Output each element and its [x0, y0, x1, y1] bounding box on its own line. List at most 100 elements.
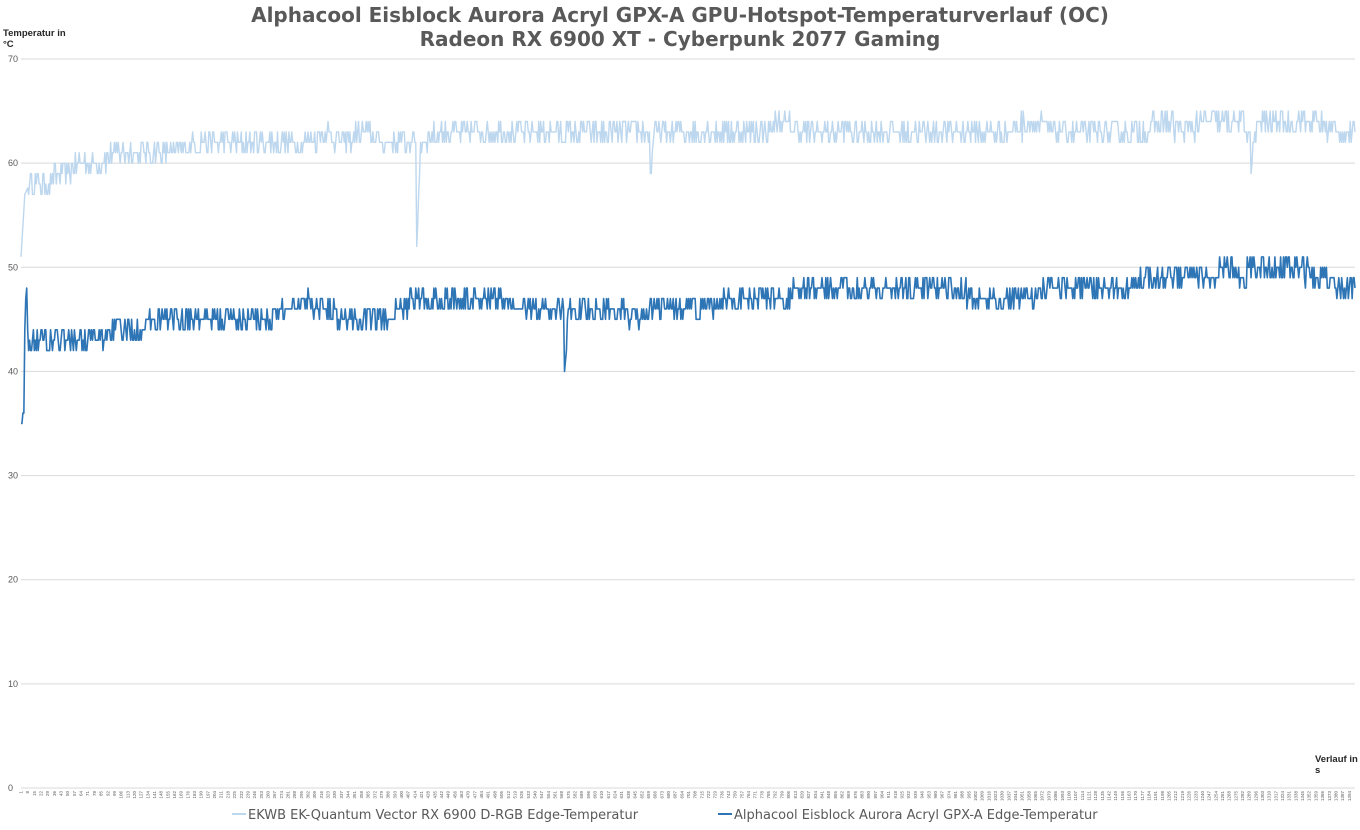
x-tick-label-540: 540	[532, 791, 537, 799]
x-tick-label-309: 309	[312, 791, 317, 799]
x-tick-label-337: 337	[339, 791, 344, 799]
x-tick-label-1338: 1338	[1293, 791, 1298, 802]
x-tick-label-743: 743	[726, 791, 731, 799]
x-tick-label-1086: 1086	[1053, 791, 1058, 802]
legend-swatch-alphacool	[718, 812, 732, 815]
x-tick-label-596: 596	[586, 791, 591, 799]
x-tick-label-64: 64	[79, 791, 84, 797]
x-tick-label-211: 211	[219, 791, 224, 799]
x-tick-label-176: 176	[185, 791, 190, 799]
x-tick-label-225: 225	[232, 791, 237, 799]
x-tick-label-260: 260	[265, 791, 270, 799]
x-tick-label-1: 1	[19, 791, 24, 794]
x-tick-label-869: 869	[846, 791, 851, 799]
x-tick-label-1261: 1261	[1220, 791, 1225, 802]
x-tick-label-904: 904	[880, 791, 885, 799]
x-tick-label-71: 71	[85, 791, 90, 797]
x-tick-label-603: 603	[593, 791, 598, 799]
x-tick-label-624: 624	[613, 791, 618, 799]
x-tick-label-134: 134	[145, 791, 150, 799]
x-tick-label-701: 701	[686, 791, 691, 799]
x-tick-label-1394: 1394	[1347, 791, 1352, 802]
x-tick-label-995: 995	[966, 791, 971, 799]
x-tick-label-680: 680	[666, 791, 671, 799]
x-tick-label-512: 512	[506, 791, 511, 799]
x-tick-label-407: 407	[406, 791, 411, 799]
x-tick-label-281: 281	[285, 791, 290, 799]
x-tick-label-113: 113	[125, 791, 130, 799]
x-tick-label-715: 715	[699, 791, 704, 799]
series-line-ekwb	[20, 110, 1356, 257]
x-tick-label-78: 78	[92, 791, 97, 797]
x-tick-label-890: 890	[866, 791, 871, 799]
x-tick-label-379: 379	[379, 791, 384, 799]
x-tick-label-848: 848	[826, 791, 831, 799]
x-tick-label-106: 106	[119, 791, 124, 799]
x-tick-label-1268: 1268	[1227, 791, 1232, 802]
x-tick-label-1016: 1016	[986, 791, 991, 802]
x-tick-label-1107: 1107	[1073, 791, 1078, 801]
x-tick-label-267: 267	[272, 791, 277, 799]
x-tick-label-218: 218	[225, 791, 230, 799]
x-tick-label-631: 631	[619, 791, 624, 799]
x-tick-label-526: 526	[519, 791, 524, 799]
x-tick-label-1170: 1170	[1133, 791, 1138, 801]
x-tick-label-43: 43	[59, 791, 64, 797]
x-tick-label-22: 22	[39, 791, 44, 797]
x-tick-label-463: 463	[459, 791, 464, 799]
x-tick-label-1240: 1240	[1200, 791, 1205, 802]
x-tick-label-1177: 1177	[1140, 791, 1145, 801]
x-tick-label-190: 190	[199, 791, 204, 799]
x-tick-label-1072: 1072	[1040, 791, 1045, 802]
x-tick-label-666: 666	[653, 791, 658, 799]
x-tick-label-729: 729	[713, 791, 718, 799]
x-tick-label-897: 897	[873, 791, 878, 799]
legend-swatch-ekwb	[232, 812, 246, 815]
y-tick-label-10: 10	[8, 679, 18, 689]
x-tick-label-708: 708	[693, 791, 698, 799]
x-tick-label-911: 911	[886, 791, 891, 799]
x-tick-label-204: 204	[212, 791, 217, 799]
y-tick-label-50: 50	[8, 262, 18, 272]
x-tick-label-162: 162	[172, 791, 177, 799]
x-tick-label-505: 505	[499, 791, 504, 799]
x-tick-label-918: 918	[893, 791, 898, 799]
x-tick-label-442: 442	[439, 791, 444, 799]
x-tick-label-127: 127	[139, 791, 144, 799]
x-tick-label-1009: 1009	[980, 791, 985, 802]
x-tick-label-1079: 1079	[1046, 791, 1051, 802]
x-tick-label-365: 365	[366, 791, 371, 799]
x-tick-label-302: 302	[306, 791, 311, 799]
x-tick-label-120: 120	[132, 791, 137, 799]
y-tick-label-60: 60	[8, 158, 18, 168]
x-tick-label-477: 477	[472, 791, 477, 799]
x-tick-label-645: 645	[633, 791, 638, 799]
chart-subtitle: Radeon RX 6900 XT - Cyberpunk 2077 Gamin…	[419, 27, 941, 51]
x-tick-label-652: 652	[639, 791, 644, 799]
x-tick-label-85: 85	[99, 791, 104, 797]
x-tick-label-673: 673	[659, 791, 664, 799]
x-tick-label-1093: 1093	[1060, 791, 1065, 802]
x-tick-label-428: 428	[426, 791, 431, 799]
x-tick-label-855: 855	[833, 791, 838, 799]
x-tick-label-1387: 1387	[1340, 791, 1345, 802]
x-tick-label-925: 925	[900, 791, 905, 799]
x-tick-label-246: 246	[252, 791, 257, 799]
x-tick-label-1121: 1121	[1086, 791, 1091, 801]
x-tick-label-981: 981	[953, 791, 958, 799]
y-axis-title: Temperatur in °C	[3, 28, 66, 50]
x-tick-label-1219: 1219	[1180, 791, 1185, 802]
x-tick-label-351: 351	[352, 791, 357, 799]
x-tick-label-316: 316	[319, 791, 324, 799]
y-tick-label-70: 70	[8, 54, 18, 64]
x-tick-label-694: 694	[679, 791, 684, 799]
x-tick-label-1023: 1023	[993, 791, 998, 802]
x-tick-label-1205: 1205	[1167, 791, 1172, 802]
x-tick-label-771: 771	[753, 791, 758, 799]
x-tick-label-1303: 1303	[1260, 791, 1265, 802]
legend-label-alphacool: Alphacool Eisblock Aurora Acryl GPX-A Ed…	[734, 808, 1098, 823]
x-tick-label-967: 967	[940, 791, 945, 799]
x-tick-label-988: 988	[960, 791, 965, 799]
x-tick-label-827: 827	[806, 791, 811, 799]
